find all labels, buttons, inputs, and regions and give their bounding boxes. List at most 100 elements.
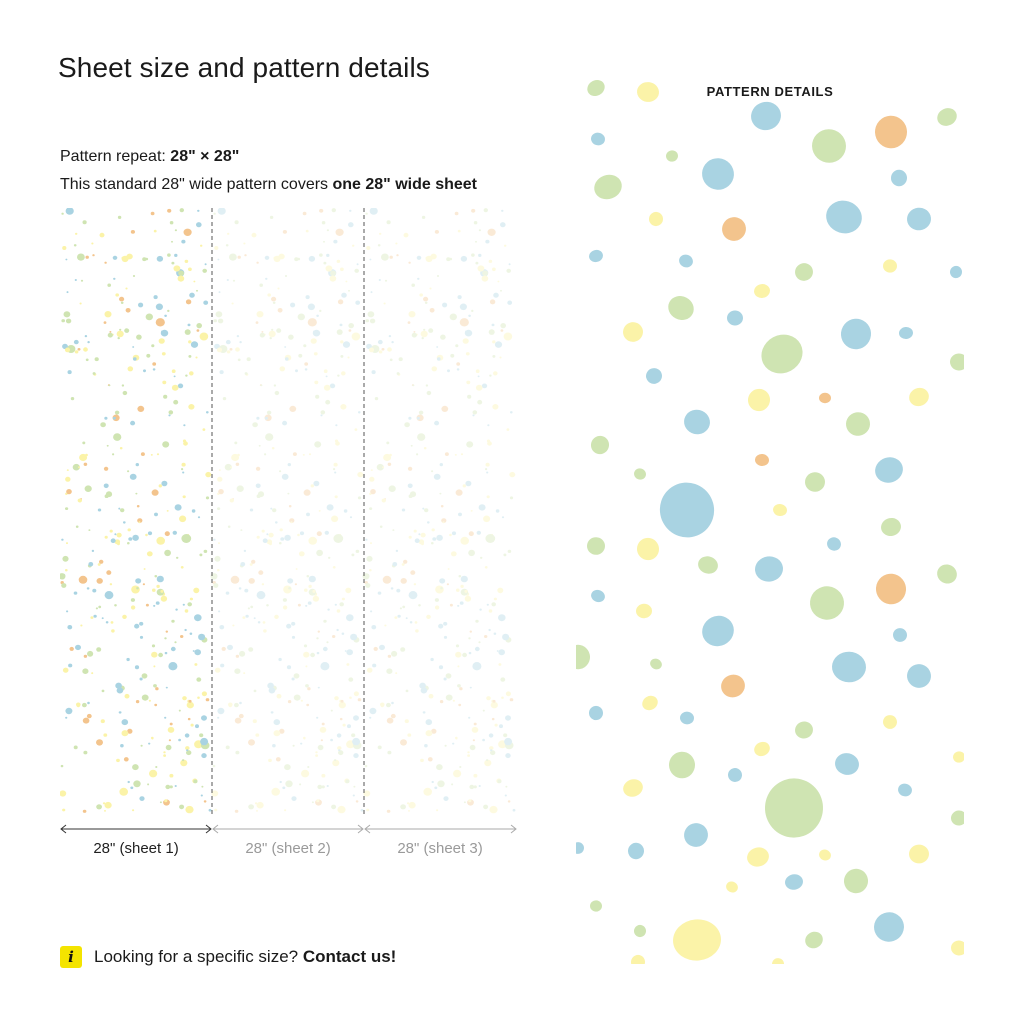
pattern-dot (227, 644, 233, 651)
arrow-right-icon (205, 824, 212, 834)
pattern-dot (306, 512, 310, 517)
pattern-dot (352, 737, 361, 746)
pattern-dot (136, 505, 140, 508)
pattern-dot (73, 745, 78, 750)
pattern-dot (244, 372, 248, 375)
pattern-dot (110, 538, 116, 543)
pattern-dot (134, 665, 140, 670)
pattern-dot (438, 623, 444, 629)
pattern-dot (169, 785, 173, 789)
pattern-dot (370, 345, 380, 353)
pattern-dot (238, 713, 244, 719)
pattern-dot (87, 341, 90, 344)
pattern-dot (434, 605, 440, 610)
pattern-dot (326, 641, 329, 644)
pattern-dot (248, 739, 255, 746)
pattern-dot (163, 754, 166, 757)
pattern-dot (225, 745, 230, 750)
pattern-dot (337, 746, 342, 751)
pattern-dot (414, 538, 420, 543)
pattern-dot (454, 211, 459, 216)
pattern-dot (61, 538, 64, 541)
pattern-dot (268, 687, 276, 694)
pattern-dot (198, 633, 206, 641)
pattern-dot (457, 604, 460, 607)
pattern-dot (167, 726, 175, 733)
pattern-dot (400, 739, 407, 746)
pattern-dot (508, 263, 511, 266)
pattern-dot (875, 457, 903, 483)
pattern-dot (469, 686, 472, 689)
pattern-dot (139, 621, 144, 626)
pattern-dot (478, 785, 481, 787)
pattern-dot (443, 796, 449, 801)
pattern-dot (311, 801, 314, 804)
pattern-dot (165, 784, 171, 790)
pattern-dot (183, 424, 186, 427)
pattern-dot (764, 778, 824, 838)
pattern-dot (91, 672, 94, 675)
pattern-dot (950, 353, 964, 371)
pattern-dot (337, 805, 346, 814)
pattern-dot (505, 753, 511, 759)
pattern-dot (97, 563, 101, 566)
pattern-dot (369, 707, 377, 715)
pattern-dot (168, 739, 171, 742)
pattern-dot (304, 368, 308, 371)
pattern-dot (426, 390, 432, 396)
pattern-dot (257, 621, 261, 624)
pattern-dot (472, 662, 482, 671)
pattern-dot (335, 228, 344, 236)
pattern-dot (162, 380, 167, 385)
pattern-dot (282, 786, 286, 790)
pattern-dot (594, 174, 622, 200)
pattern-dot (120, 508, 125, 513)
pattern-dot (369, 569, 372, 572)
pattern-dot (252, 719, 257, 724)
pattern-dot (104, 261, 107, 264)
pattern-dot (310, 338, 317, 344)
pattern-dot (462, 484, 466, 488)
pattern-dot (336, 609, 341, 613)
pattern-dot (633, 924, 647, 938)
pattern-dot (327, 608, 330, 611)
pattern-dot (79, 302, 82, 305)
pattern-dot (439, 492, 442, 495)
pattern-dot (235, 750, 240, 755)
pattern-dot (498, 649, 506, 656)
pattern-dot (82, 441, 86, 445)
sheet-3-pattern (362, 208, 516, 814)
pattern-dot (418, 533, 421, 536)
pattern-dot (419, 682, 426, 689)
pattern-dot (92, 588, 97, 593)
pattern-dot (352, 741, 362, 750)
pattern-dot (104, 810, 106, 812)
pattern-dot (224, 463, 232, 471)
pattern-dot (953, 751, 964, 763)
pattern-dot (378, 350, 383, 354)
pattern-dot (728, 768, 742, 782)
pattern-dot (435, 585, 444, 594)
pattern-dot (236, 335, 240, 338)
pattern-dot (342, 341, 351, 348)
pattern-dot (341, 292, 347, 298)
pattern-dot (420, 330, 428, 338)
pattern-dot (352, 244, 355, 247)
pattern-dot (353, 715, 359, 721)
pattern-dot (401, 563, 405, 566)
contact-link[interactable]: Contact us! (302, 947, 397, 966)
pattern-dot (298, 551, 305, 557)
pattern-dot (486, 495, 490, 499)
pattern-dot (280, 537, 285, 541)
pattern-dot (165, 686, 168, 689)
pattern-dot (338, 750, 344, 756)
pattern-dot (131, 585, 140, 594)
pattern-dot (141, 694, 149, 701)
pattern-dot (303, 736, 306, 740)
pattern-dot (133, 780, 141, 788)
pattern-dot (239, 564, 244, 568)
pattern-dot (490, 701, 498, 709)
pattern-dot (397, 373, 401, 376)
pattern-dot (200, 737, 209, 746)
pattern-dot (237, 255, 241, 259)
